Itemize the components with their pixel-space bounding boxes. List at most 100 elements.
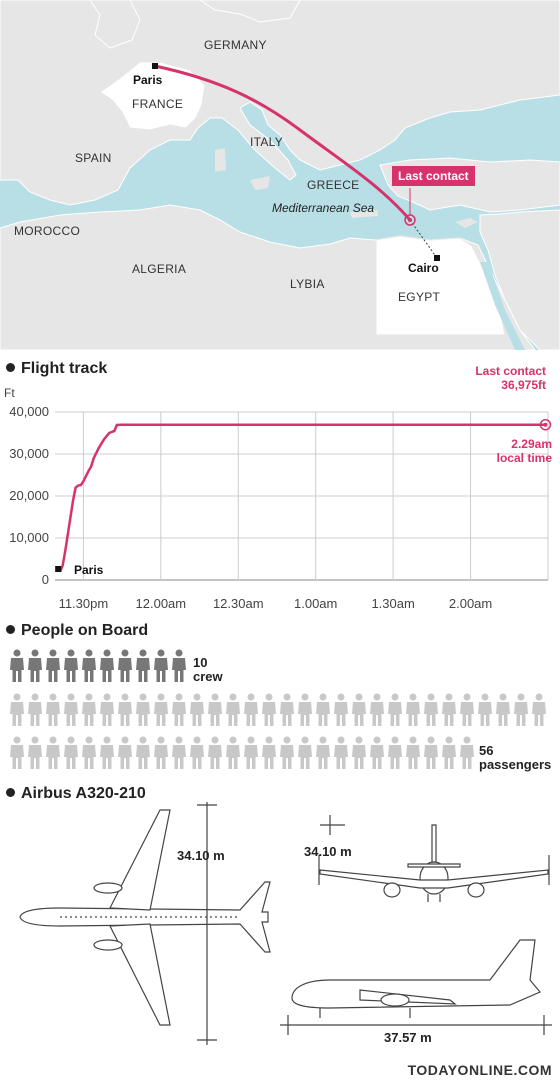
passenger-count-label: 56 passengers [479, 744, 551, 772]
map-graphic [0, 0, 560, 351]
person-icon [118, 649, 132, 682]
label-algeria: ALGERIA [132, 262, 187, 276]
person-icon [244, 736, 258, 769]
paris-start-marker [55, 566, 62, 572]
person-icon [298, 736, 312, 769]
person-icon [460, 693, 474, 726]
flight-route [154, 64, 412, 221]
time-text: 2.29am [511, 437, 552, 451]
person-icon [190, 693, 204, 726]
person-icon [172, 736, 186, 769]
person-icon [208, 693, 222, 726]
crew-count-label: 10 crew [193, 656, 223, 684]
chart-paris-label: Paris [74, 563, 104, 577]
person-icon [316, 736, 330, 769]
person-icon [118, 693, 132, 726]
label-spain: SPAIN [75, 151, 112, 165]
sicily-land [250, 176, 270, 190]
y-tick-label: 30,000 [9, 446, 49, 461]
y-tick-label: 10,000 [9, 530, 49, 545]
person-icon [100, 736, 114, 769]
person-icon [100, 693, 114, 726]
route-map: GERMANY FRANCE ITALY SPAIN GREECE MOROCC… [0, 0, 560, 351]
paris-marker [152, 63, 158, 69]
person-icon [172, 693, 186, 726]
last-contact-point [543, 422, 548, 427]
uk-land [89, 0, 141, 49]
person-icon [46, 693, 60, 726]
x-tick-label: 11.30pm [59, 596, 109, 611]
passenger-icons-row-2 [8, 736, 476, 770]
person-icon [46, 736, 60, 769]
front-view-plane-icon [319, 824, 549, 902]
person-icon [208, 736, 222, 769]
crew-count: 10 [193, 655, 208, 670]
passenger-icons-row-1 [8, 693, 548, 727]
crew-text: crew [193, 669, 223, 684]
label-cairo: Cairo [408, 261, 439, 275]
person-icon [28, 736, 42, 769]
last-contact-text: Last contact [475, 364, 546, 378]
cyprus-land [455, 218, 478, 228]
person-icon [226, 736, 240, 769]
person-icon [118, 736, 132, 769]
person-icon [442, 693, 456, 726]
crew-icons [8, 649, 188, 683]
y-tick-label: 0 [42, 572, 49, 587]
person-icon [334, 736, 348, 769]
person-icon [226, 693, 240, 726]
time-annotation: 2.29am local time [497, 437, 552, 465]
y-axis-ticks: 0 10,000 20,000 30,000 40,000 [9, 404, 49, 587]
flight-track-chart: 0 10,000 20,000 30,000 40,000 11.30pm 12.00am… [9, 404, 552, 611]
side-view-plane-icon [291, 939, 541, 1018]
x-tick-label: 2.00am [449, 596, 492, 611]
last-contact-ring [539, 418, 552, 431]
person-icon [172, 649, 186, 682]
person-icon [190, 736, 204, 769]
label-paris: Paris [133, 73, 163, 87]
length-label: 37.57 m [384, 1030, 432, 1045]
wingspan-front-label: 34.10 m [304, 844, 352, 859]
person-icon [82, 649, 96, 682]
y-tick-label: 40,000 [9, 404, 49, 419]
person-icon [64, 736, 78, 769]
label-germany: GERMANY [204, 38, 267, 52]
passenger-text: passengers [479, 757, 552, 772]
label-egypt: EGYPT [398, 290, 441, 304]
label-morocco: MOROCCO [14, 224, 81, 238]
north-land [199, 0, 301, 23]
red-sea [480, 262, 525, 350]
person-icon [316, 693, 330, 726]
x-tick-label: 12.30am [213, 596, 264, 611]
person-icon [244, 693, 258, 726]
person-icon [10, 693, 24, 726]
person-icon [136, 736, 150, 769]
altitude-line [59, 423, 546, 573]
top-view-plane-icon [19, 809, 271, 1026]
x-tick-label: 1.00am [294, 596, 337, 611]
label-lybia: LYBIA [290, 277, 325, 291]
bullet-icon [6, 788, 15, 797]
person-icon [280, 736, 294, 769]
flight-track-title: Flight track [6, 360, 107, 378]
france-land [99, 61, 206, 131]
person-icon [154, 736, 168, 769]
person-icon [28, 693, 42, 726]
aircraft-title: Airbus A320-210 [6, 785, 146, 803]
x-tick-label: 1.30am [371, 596, 414, 611]
label-greece: GREECE [307, 178, 360, 192]
person-icon [388, 693, 402, 726]
person-icon [406, 736, 420, 769]
bullet-icon [6, 625, 15, 634]
person-icon [352, 693, 366, 726]
person-icon [442, 736, 456, 769]
person-icon [334, 693, 348, 726]
person-icon [262, 693, 276, 726]
person-icon [532, 693, 546, 726]
people-title: People on Board [6, 622, 148, 640]
y-tick-label: 20,000 [9, 488, 49, 503]
footer-brand: TODAYONLINE.COM [407, 1062, 552, 1078]
wingspan-top-label: 34.10 m [177, 848, 225, 863]
last-contact-altitude: 36,975ft [501, 378, 546, 392]
person-icon [10, 736, 24, 769]
